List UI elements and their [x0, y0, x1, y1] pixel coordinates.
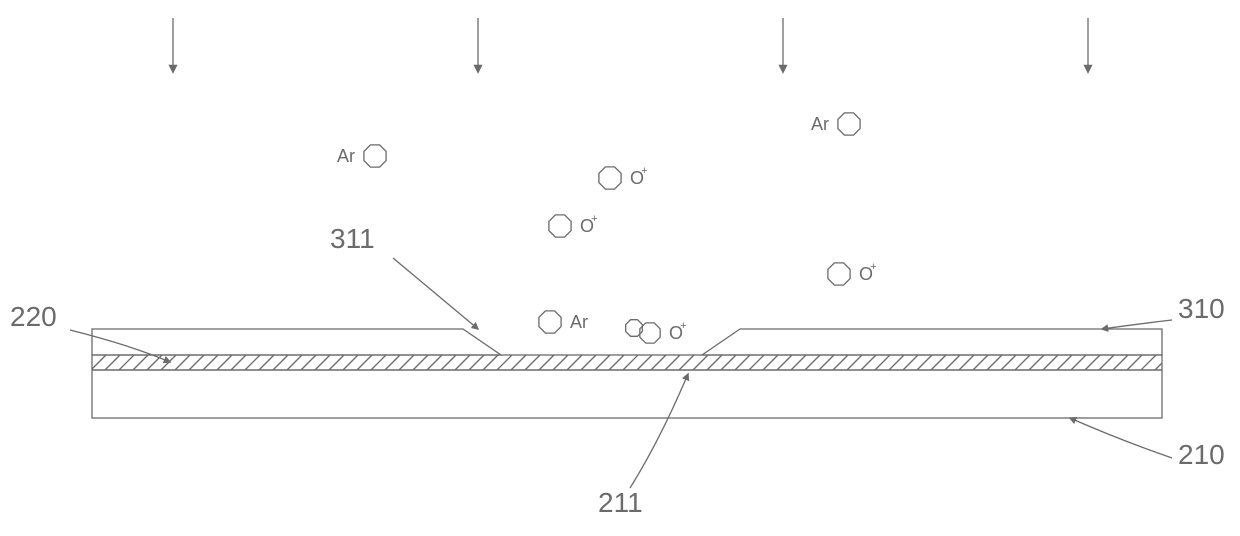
ref-label: 220	[10, 301, 57, 332]
particle-superscript: +	[870, 261, 876, 273]
leader-310: 310	[1102, 293, 1225, 329]
particle-superscript: +	[591, 213, 597, 225]
ref-label: 211	[598, 487, 643, 518]
leader-220: 220	[10, 301, 170, 362]
ref-label: 210	[1178, 439, 1225, 470]
hatched-layer	[92, 355, 1162, 370]
particle-o: O+	[549, 213, 598, 237]
substrate-base	[92, 370, 1162, 418]
particle-ar: Ar	[539, 311, 588, 333]
particle-superscript: +	[680, 320, 686, 332]
particle-label: Ar	[570, 312, 588, 332]
particle-o: O+	[599, 165, 648, 189]
particle-label: Ar	[811, 114, 829, 134]
particle-o: O+	[626, 320, 687, 343]
particle-superscript: +	[641, 165, 647, 177]
particle-ar: Ar	[811, 113, 860, 135]
particle-ar: Ar	[337, 145, 386, 167]
ref-label: 310	[1178, 293, 1225, 324]
particle-o: O+	[828, 261, 877, 285]
particle-label: Ar	[337, 146, 355, 166]
leader-210: 210	[1070, 418, 1225, 470]
leader-311: 311	[330, 223, 478, 329]
ref-label: 311	[330, 223, 375, 254]
leader-211: 211	[598, 374, 688, 518]
